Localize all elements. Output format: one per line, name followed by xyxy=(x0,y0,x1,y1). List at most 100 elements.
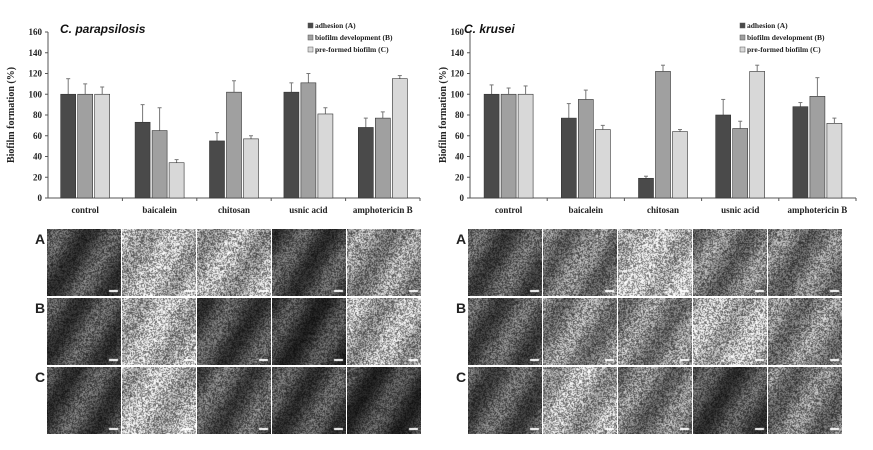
y-axis-label: Biofilm formation (%) xyxy=(6,67,17,163)
y-tick-label: 60 xyxy=(455,131,465,141)
micrograph-image xyxy=(618,367,692,434)
row-label: A xyxy=(35,231,45,247)
bar xyxy=(135,122,150,198)
row-label: B xyxy=(456,300,466,316)
micrograph-image xyxy=(468,367,542,434)
x-tick-label: baicalein xyxy=(569,205,604,215)
row-label: B xyxy=(35,300,45,316)
legend-label: adhesion (A) xyxy=(315,21,356,30)
micrograph-image xyxy=(693,229,767,296)
micrograph-image xyxy=(197,229,271,296)
legend-label: biofilm development (B) xyxy=(747,33,825,42)
y-tick-label: 0 xyxy=(38,193,43,203)
chart-title: C. krusei xyxy=(464,22,515,36)
legend-swatch xyxy=(308,23,313,28)
x-tick-label: chitosan xyxy=(218,205,250,215)
bar xyxy=(561,118,576,198)
micrograph-image xyxy=(543,229,617,296)
micrograph-image xyxy=(122,367,196,434)
micrograph-image xyxy=(768,298,842,365)
y-tick-label: 80 xyxy=(455,110,465,120)
micrograph-image xyxy=(693,367,767,434)
y-tick-label: 40 xyxy=(33,152,43,162)
bar xyxy=(392,79,407,198)
bar xyxy=(793,107,808,198)
bar xyxy=(750,71,765,198)
y-tick-label: 100 xyxy=(451,89,465,99)
x-tick-label: control xyxy=(72,205,100,215)
micrograph-image xyxy=(347,367,421,434)
bar xyxy=(301,83,316,198)
y-tick-label: 100 xyxy=(29,89,43,99)
micrograph-image xyxy=(693,298,767,365)
legend-swatch xyxy=(740,47,745,52)
micrograph-image xyxy=(197,367,271,434)
bar xyxy=(673,132,688,198)
y-tick-label: 120 xyxy=(29,69,43,79)
bar xyxy=(210,141,225,198)
bar xyxy=(284,92,299,198)
y-tick-label: 160 xyxy=(451,27,465,37)
bar xyxy=(656,71,671,198)
bar xyxy=(733,128,748,198)
x-tick-label: amphotericin B xyxy=(353,205,413,215)
legend-swatch xyxy=(740,23,745,28)
bar xyxy=(358,127,373,198)
legend-swatch xyxy=(308,47,313,52)
x-tick-label: usnic acid xyxy=(721,205,759,215)
x-tick-label: baicalein xyxy=(142,205,177,215)
bar xyxy=(716,115,731,198)
row-label: C xyxy=(456,369,466,385)
legend-label: pre-formed biofilm (C) xyxy=(315,45,389,54)
x-tick-label: control xyxy=(495,205,523,215)
legend-swatch xyxy=(308,35,313,40)
micrograph-image xyxy=(543,298,617,365)
micrograph-image xyxy=(47,229,121,296)
micrograph-image xyxy=(272,229,346,296)
x-tick-label: amphotericin B xyxy=(788,205,848,215)
bar xyxy=(318,114,333,198)
bar xyxy=(78,94,93,198)
bar xyxy=(227,92,242,198)
bar xyxy=(639,178,654,198)
bar xyxy=(578,99,593,198)
chart-title: C. parapsilosis xyxy=(60,22,146,36)
legend-label: pre-formed biofilm (C) xyxy=(747,45,821,54)
micrograph-image xyxy=(272,367,346,434)
micrograph-image xyxy=(618,229,692,296)
y-tick-label: 60 xyxy=(33,131,43,141)
micrograph-image xyxy=(768,229,842,296)
micrograph-image xyxy=(122,298,196,365)
y-tick-label: 120 xyxy=(451,69,465,79)
y-tick-label: 80 xyxy=(33,110,43,120)
legend-label: adhesion (A) xyxy=(747,21,788,30)
x-tick-label: chitosan xyxy=(647,205,679,215)
bar xyxy=(827,123,842,198)
micrograph-image xyxy=(347,298,421,365)
micrograph-image xyxy=(347,229,421,296)
legend-label: biofilm development (B) xyxy=(315,33,393,42)
legend-swatch xyxy=(740,35,745,40)
chart-c-krusei: 0 20 40 60 80 100 120 140 160 Biofilm formation (… xyxy=(436,0,873,215)
bar xyxy=(375,118,390,198)
micrograph-image xyxy=(272,298,346,365)
y-tick-label: 140 xyxy=(29,48,43,58)
row-label: C xyxy=(35,369,45,385)
micrograph-image xyxy=(543,367,617,434)
bar xyxy=(152,131,167,198)
bar xyxy=(518,94,533,198)
x-tick-label: usnic acid xyxy=(289,205,327,215)
y-tick-label: 160 xyxy=(29,27,43,37)
row-label: A xyxy=(456,231,466,247)
micrograph-image xyxy=(197,298,271,365)
y-axis-label: Biofilm formation (%) xyxy=(438,67,449,163)
bar xyxy=(501,94,516,198)
micrograph-image xyxy=(468,229,542,296)
bar xyxy=(484,94,499,198)
micrograph-image xyxy=(768,367,842,434)
micrograph-image xyxy=(468,298,542,365)
y-tick-label: 20 xyxy=(455,172,465,182)
micrograph-image xyxy=(618,298,692,365)
micrograph-image xyxy=(47,298,121,365)
chart-c-parapsilosis: 0 20 40 60 80 100 120 140 160 Biofilm formation (… xyxy=(0,0,436,215)
